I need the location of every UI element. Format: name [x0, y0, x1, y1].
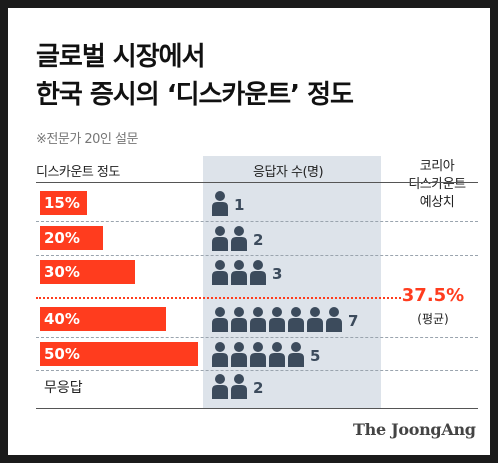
person-icon — [211, 259, 230, 285]
person-icon — [211, 306, 230, 332]
row-separator — [36, 370, 478, 371]
row-separator — [36, 255, 478, 256]
person-icon — [306, 306, 325, 332]
respondent-icons — [211, 259, 268, 285]
respondent-count: 2 — [253, 379, 264, 397]
chart-title-line2: 한국 증시의 ‘디스카운트’ 정도 — [36, 80, 354, 110]
person-icon — [230, 341, 249, 367]
person-icon — [287, 341, 306, 367]
korea-header-line1: 코리아 — [419, 159, 455, 174]
respondent-icons — [211, 190, 230, 216]
korea-header-line2: 디스카운트 — [408, 177, 466, 192]
person-icon — [249, 341, 268, 367]
chart-subtitle: ※전문가 20인 설문 — [36, 132, 138, 147]
discount-column-header: 디스카운트 정도 — [36, 165, 120, 180]
respondent-icons — [211, 373, 249, 399]
korea-header-line3: 예상치 — [419, 195, 455, 210]
row-separator — [36, 221, 478, 222]
discount-bar — [40, 191, 88, 215]
respondent-count: 2 — [253, 231, 264, 249]
person-icon — [249, 306, 268, 332]
person-icon — [230, 306, 249, 332]
respondent-count: 3 — [272, 265, 283, 283]
respondent-icons — [211, 306, 344, 332]
discount-bar-label: 20% — [44, 229, 80, 247]
chart-title-line1: 글로벌 시장에서 — [36, 42, 205, 72]
bottom-rule — [36, 408, 478, 409]
person-icon — [230, 373, 249, 399]
person-icon — [325, 306, 344, 332]
discount-bar — [40, 342, 198, 366]
respondents-column-header: 응답자 수(명) — [253, 165, 324, 180]
respondent-icons — [211, 341, 306, 367]
person-icon — [230, 259, 249, 285]
person-icon — [230, 225, 249, 251]
discount-bar — [40, 307, 166, 331]
respondent-count: 5 — [310, 347, 321, 365]
discount-bar — [40, 260, 135, 284]
row-separator — [36, 337, 478, 338]
person-icon — [268, 341, 287, 367]
person-icon — [287, 306, 306, 332]
discount-bar-label: 40% — [44, 310, 80, 328]
person-icon — [211, 373, 230, 399]
person-icon — [211, 190, 230, 216]
discount-bar — [40, 226, 103, 250]
chart-card: 글로벌 시장에서 한국 증시의 ‘디스카운트’ 정도 ※전문가 20인 설문 디… — [8, 8, 490, 455]
respondent-icons — [211, 225, 249, 251]
korea-discount-estimate-header: 코리아 디스카운트 예상치 — [386, 158, 488, 212]
respondent-count: 7 — [348, 312, 359, 330]
person-icon — [211, 225, 230, 251]
person-icon — [268, 306, 287, 332]
person-icon — [211, 341, 230, 367]
average-value: 37.5% — [401, 285, 465, 306]
respondent-count: 1 — [234, 196, 245, 214]
discount-bar-label: 15% — [44, 194, 80, 212]
no-answer-label: 무응답 — [44, 380, 83, 396]
person-icon — [249, 259, 268, 285]
average-line — [36, 297, 401, 299]
header-rule — [36, 182, 478, 183]
discount-bar-label: 50% — [44, 345, 80, 363]
average-label: (평균) — [417, 312, 449, 326]
brand-logo: The JoongAng — [353, 420, 476, 439]
discount-bar-label: 30% — [44, 263, 80, 281]
